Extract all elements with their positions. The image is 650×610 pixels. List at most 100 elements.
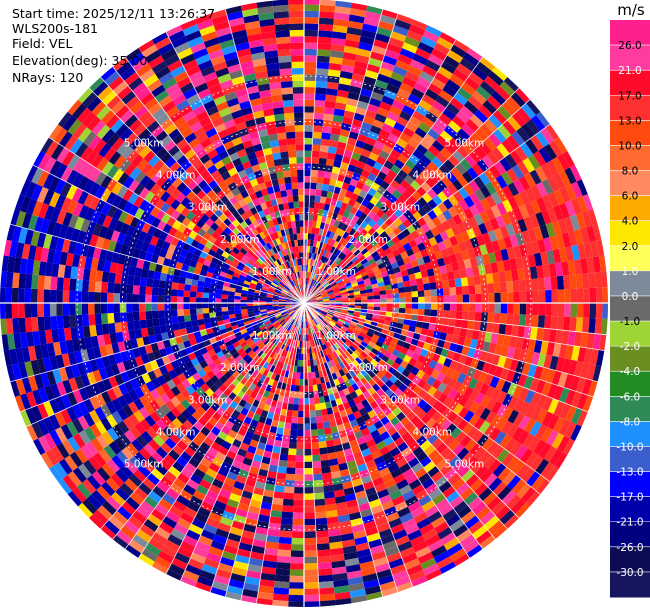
velocity-gate [570,288,578,303]
velocity-gate [530,455,544,471]
velocity-gate [494,161,507,175]
velocity-gate [402,127,415,138]
velocity-gate [523,375,534,390]
velocity-gate [478,420,491,434]
velocity-gate [521,123,536,139]
velocity-gate [88,280,96,292]
velocity-gate [540,462,555,479]
velocity-gate [507,474,522,490]
velocity-gate [391,99,405,111]
velocity-gate [387,133,400,144]
velocity-gate [360,247,369,255]
velocity-gate [373,310,380,315]
velocity-gate [500,303,508,314]
velocity-gate [335,0,352,9]
velocity-gate [451,115,466,129]
velocity-gate [339,337,347,344]
velocity-gate [463,207,474,220]
velocity-gate [349,178,359,187]
velocity-gate [325,158,335,167]
velocity-gate [151,287,159,296]
velocity-gate [355,252,364,259]
velocity-gate [338,318,345,324]
velocity-gate [312,280,317,287]
velocity-gate [459,268,468,279]
velocity-gate [502,470,517,486]
velocity-gate [322,320,328,326]
velocity-gate [379,266,387,274]
velocity-gate [557,153,570,171]
velocity-gate [405,303,412,309]
velocity-gate [496,260,505,273]
velocity-gate [363,17,380,27]
velocity-gate [479,80,496,96]
velocity-gate [101,313,109,325]
velocity-gate [354,303,362,306]
velocity-gate [483,454,497,469]
velocity-gate [75,279,83,292]
velocity-gate [304,118,314,126]
velocity-gate [360,328,368,335]
velocity-gate [371,146,382,156]
velocity-gate [576,288,584,303]
velocity-gate [318,441,327,449]
velocity-gate [318,286,324,291]
velocity-gate [321,279,327,285]
velocity-gate [414,271,423,280]
velocity-gate [428,54,444,67]
velocity-gate [354,294,361,298]
velocity-gate [310,239,314,247]
velocity-gate [384,226,393,235]
velocity-gate [291,416,298,424]
velocity-gate [529,326,538,340]
velocity-gate [397,153,409,165]
velocity-gate [312,131,322,139]
velocity-gate [443,340,452,351]
velocity-gate [139,277,148,287]
velocity-gate [352,223,360,232]
velocity-gate [498,271,507,283]
velocity-gate [358,175,368,185]
velocity-gate [422,342,431,351]
velocity-gate [314,281,319,288]
velocity-gate [342,116,354,126]
velocity-gate [196,286,204,293]
velocity-gate [414,175,426,187]
velocity-gate [336,278,343,284]
velocity-gate [424,296,432,303]
velocity-gate [445,263,454,273]
velocity-gate [308,391,314,399]
velocity-gate [374,33,391,44]
velocity-gate [345,241,352,249]
velocity-gate [427,128,440,141]
velocity-gate [358,42,374,52]
velocity-gate [280,517,293,525]
velocity-gate [366,63,381,74]
velocity-gate [379,367,388,376]
velocity-gate [316,543,330,551]
velocity-gate [324,243,330,251]
velocity-gate [209,288,217,294]
velocity-gate [373,140,385,151]
velocity-gate [339,287,347,292]
velocity-gate [509,258,518,271]
velocity-gate [367,131,379,141]
velocity-gate [319,593,336,602]
velocity-gate [307,265,310,272]
velocity-gate [490,332,499,344]
velocity-gate [298,398,304,405]
velocity-gate [304,67,317,75]
velocity-gate [485,242,495,254]
velocity-gate [421,94,436,106]
velocity-gate [312,220,317,228]
velocity-gate [449,303,457,311]
velocity-gate [345,233,353,242]
velocity-gate [600,271,608,288]
velocity-gate [313,281,318,287]
velocity-gate [529,169,542,185]
velocity-gate [340,327,347,333]
velocity-gate [467,276,475,286]
velocity-gate [386,303,393,308]
velocity-gate [304,582,319,589]
velocity-gate [326,324,333,330]
